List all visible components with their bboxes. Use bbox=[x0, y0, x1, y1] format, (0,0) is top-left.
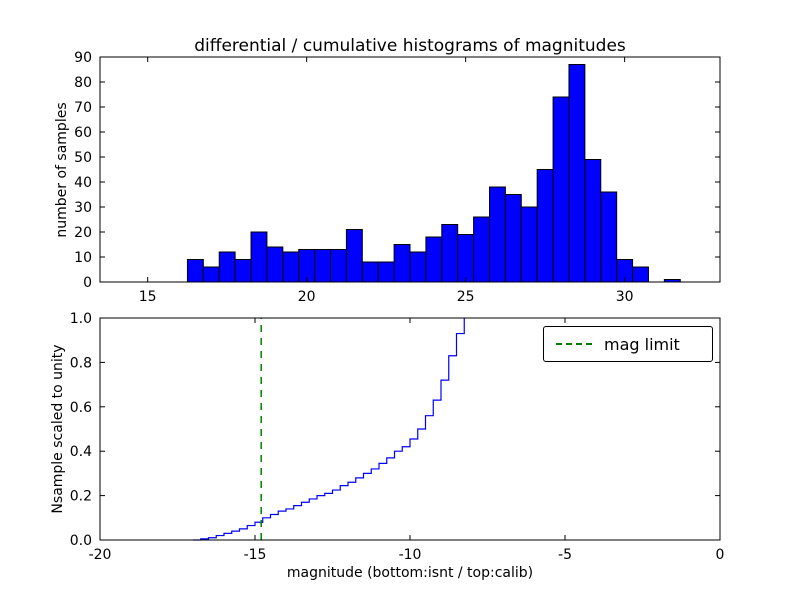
x-tick-label: 0 bbox=[716, 547, 725, 563]
y-tick-label: 0.2 bbox=[70, 489, 92, 505]
histogram-bar bbox=[632, 266, 649, 283]
histogram-bar bbox=[520, 206, 538, 283]
y-tick-label: 30 bbox=[74, 200, 92, 216]
histogram-bar bbox=[377, 261, 395, 283]
y-tick-label: 50 bbox=[74, 150, 92, 166]
histogram-bar bbox=[473, 216, 490, 283]
histogram-bar bbox=[441, 224, 459, 283]
y-tick-label: 70 bbox=[74, 100, 92, 116]
y-tick-label: 0 bbox=[83, 275, 92, 291]
histogram-bar bbox=[330, 249, 347, 283]
cumulative-histogram-plot: -20 -15 -10 -5 0 0.0 0.2 0.4 0.6 0.8 1.0 bbox=[70, 311, 725, 563]
histogram-bar bbox=[361, 261, 379, 283]
histogram-bar bbox=[504, 194, 522, 283]
histogram-bar bbox=[266, 246, 284, 283]
y-tick-label: 0.8 bbox=[70, 355, 92, 371]
x-axis-label: magnitude (bottom:isnt / top:calib) bbox=[286, 565, 534, 581]
bottom-ylabel: Nsample scaled to unity bbox=[50, 344, 66, 514]
x-tick-label: 30 bbox=[616, 289, 634, 305]
y-tick-label: 90 bbox=[74, 50, 92, 66]
histogram-bar bbox=[186, 259, 204, 283]
histogram-bar bbox=[282, 251, 300, 283]
histogram-bar bbox=[600, 191, 618, 283]
dashed-line-icon bbox=[556, 343, 592, 345]
y-tick-label: 0.0 bbox=[70, 533, 92, 549]
top-ylabel: number of samples bbox=[54, 102, 70, 238]
x-tick-label: -15 bbox=[244, 547, 267, 563]
y-tick-label: 0.6 bbox=[70, 400, 92, 416]
figure-title: differential / cumulative histograms of … bbox=[194, 36, 626, 56]
y-tick-label: 10 bbox=[74, 250, 92, 266]
histogram-bar bbox=[409, 251, 427, 283]
legend: mag limit bbox=[543, 326, 713, 362]
y-tick-label: 20 bbox=[74, 225, 92, 241]
histogram-bar bbox=[425, 236, 443, 283]
histogram-bar bbox=[345, 229, 363, 283]
histogram-bar bbox=[234, 259, 252, 283]
histogram-bar bbox=[488, 186, 506, 283]
y-tick-label: 1.0 bbox=[70, 311, 92, 327]
histogram-bar bbox=[314, 249, 332, 283]
histogram-bar bbox=[393, 244, 411, 283]
y-tick-label: 40 bbox=[74, 175, 92, 191]
y-tick-label: 0.4 bbox=[70, 444, 92, 460]
axes-frame bbox=[99, 56, 721, 283]
x-tick-label: -20 bbox=[89, 547, 112, 563]
histogram-bar bbox=[250, 231, 268, 283]
x-tick-label: 25 bbox=[457, 289, 475, 305]
histogram-bar bbox=[457, 234, 475, 283]
histogram-bar bbox=[202, 266, 220, 283]
x-tick-label: -10 bbox=[399, 547, 422, 563]
histogram-bar bbox=[568, 64, 586, 283]
y-tick-label: 80 bbox=[74, 75, 92, 91]
cumulative-line bbox=[193, 318, 465, 541]
histogram-bar bbox=[218, 251, 236, 283]
histogram-bar bbox=[536, 169, 554, 283]
x-tick-label: 15 bbox=[139, 289, 157, 305]
histogram-bar bbox=[552, 96, 570, 283]
histogram-bar bbox=[584, 159, 602, 283]
x-tick-label: 20 bbox=[298, 289, 316, 305]
y-tick-label: 60 bbox=[74, 125, 92, 141]
legend-entry-label: mag limit bbox=[604, 334, 680, 354]
x-tick-label: -5 bbox=[558, 547, 572, 563]
differential-histogram-plot: 15 20 25 30 0 10 20 30 40 50 60 70 80 90 bbox=[74, 50, 721, 305]
